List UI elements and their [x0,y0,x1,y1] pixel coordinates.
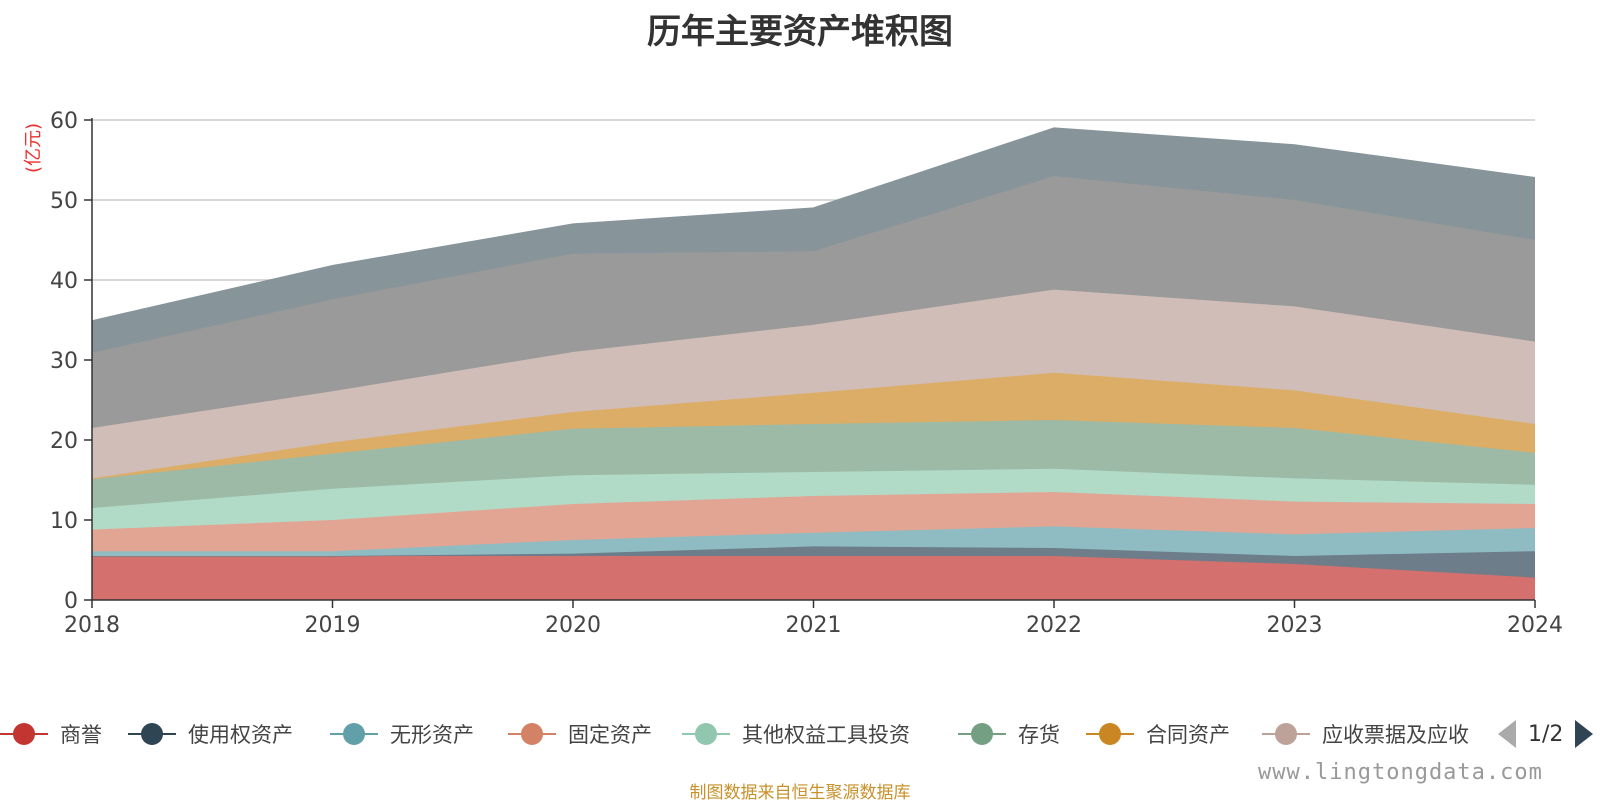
legend-label: 应收票据及应收 [1322,723,1469,747]
legend-item[interactable]: 固定资产 [508,716,652,752]
area-series-5[interactable] [92,468,1535,530]
x-tick-label: 2018 [64,613,120,638]
area-series-10[interactable] [92,128,1535,353]
next-page-arrow-icon[interactable] [1575,720,1594,748]
legend-marker-icon [1262,716,1310,752]
legend-marker-icon [330,716,378,752]
area-series [91,127,1536,600]
y-tick-label: 20 [50,429,78,454]
legend-marker-icon [682,716,730,752]
axes [84,118,1536,608]
legend-page-indicator: 1/2 [1528,721,1564,747]
legend-item[interactable]: 无形资产 [330,716,474,752]
legend-label: 合同资产 [1146,723,1230,747]
x-tick-label: 2021 [786,613,842,638]
legend-marker-icon [1086,716,1134,752]
area-series-2[interactable] [92,546,1535,578]
x-tick-labels: 2018 2019 2020 2021 2022 2023 2024 [64,613,1563,638]
legend-label: 无形资产 [390,723,474,747]
y-tick-label: 0 [64,589,78,614]
prev-page-arrow-icon[interactable] [1498,720,1516,748]
area-series-8[interactable] [92,289,1535,479]
legend-marker-dot [343,723,365,745]
legend-marker-dot [971,723,993,745]
source-note: 制图数据来自恒生聚源数据库 [689,783,911,803]
y-tick-label: 10 [50,509,78,534]
y-tick-label: 60 [50,109,78,134]
legend-marker-icon [128,716,176,752]
watermark-text: www.lingtongdata.com [1258,760,1543,785]
legend-item[interactable]: 使用权资产 [128,716,293,752]
area-series-9[interactable] [92,176,1535,428]
x-tick-label: 2019 [305,613,361,638]
area-series-10-edge [91,127,1536,322]
x-tick-label: 2023 [1267,613,1323,638]
legend-marker-icon [958,716,1006,752]
legend-item[interactable]: 合同资产 [1086,716,1230,752]
area-series-1[interactable] [92,556,1535,600]
chart-title: 历年主要资产堆积图 [647,12,953,52]
area-series-4[interactable] [92,492,1535,552]
area-series-7[interactable] [92,372,1535,480]
legend-item[interactable]: 商誉 [0,716,102,752]
legend-item[interactable]: 应收票据及应收 [1262,716,1469,752]
y-tick-label: 50 [50,189,78,214]
legend-label: 存货 [1018,723,1060,747]
legend-pager: 1/2 [1498,716,1600,752]
x-tick-label: 2020 [545,613,601,638]
legend-marker-dot [13,723,35,745]
legend-marker-dot [521,723,543,745]
y-tick-label: 40 [50,269,78,294]
legend: 商誉 使用权资产 无形资产 固定资产 其他权益工具投资 存货 合同资产 应收票据及应收 [0,716,1490,752]
legend-label: 其他权益工具投资 [742,723,910,747]
x-tick-label: 2024 [1507,613,1563,638]
y-axis-unit-label: (亿元) [23,122,44,174]
legend-marker-icon [508,716,556,752]
y-tick-label: 30 [50,349,78,374]
legend-label: 使用权资产 [188,723,293,747]
legend-marker-icon [0,716,48,752]
legend-item[interactable]: 其他权益工具投资 [682,716,910,752]
legend-label: 固定资产 [568,723,652,747]
legend-marker-dot [1275,723,1297,745]
legend-label: 商誉 [60,723,102,747]
x-tick-label: 2022 [1026,613,1082,638]
area-series-3[interactable] [92,526,1535,556]
legend-marker-dot [141,723,163,745]
legend-marker-dot [1099,723,1121,745]
legend-marker-dot [695,723,717,745]
y-tick-labels: 0 10 20 30 40 50 60 [50,109,78,614]
area-series-6[interactable] [92,420,1535,508]
legend-item[interactable]: 存货 [958,716,1060,752]
